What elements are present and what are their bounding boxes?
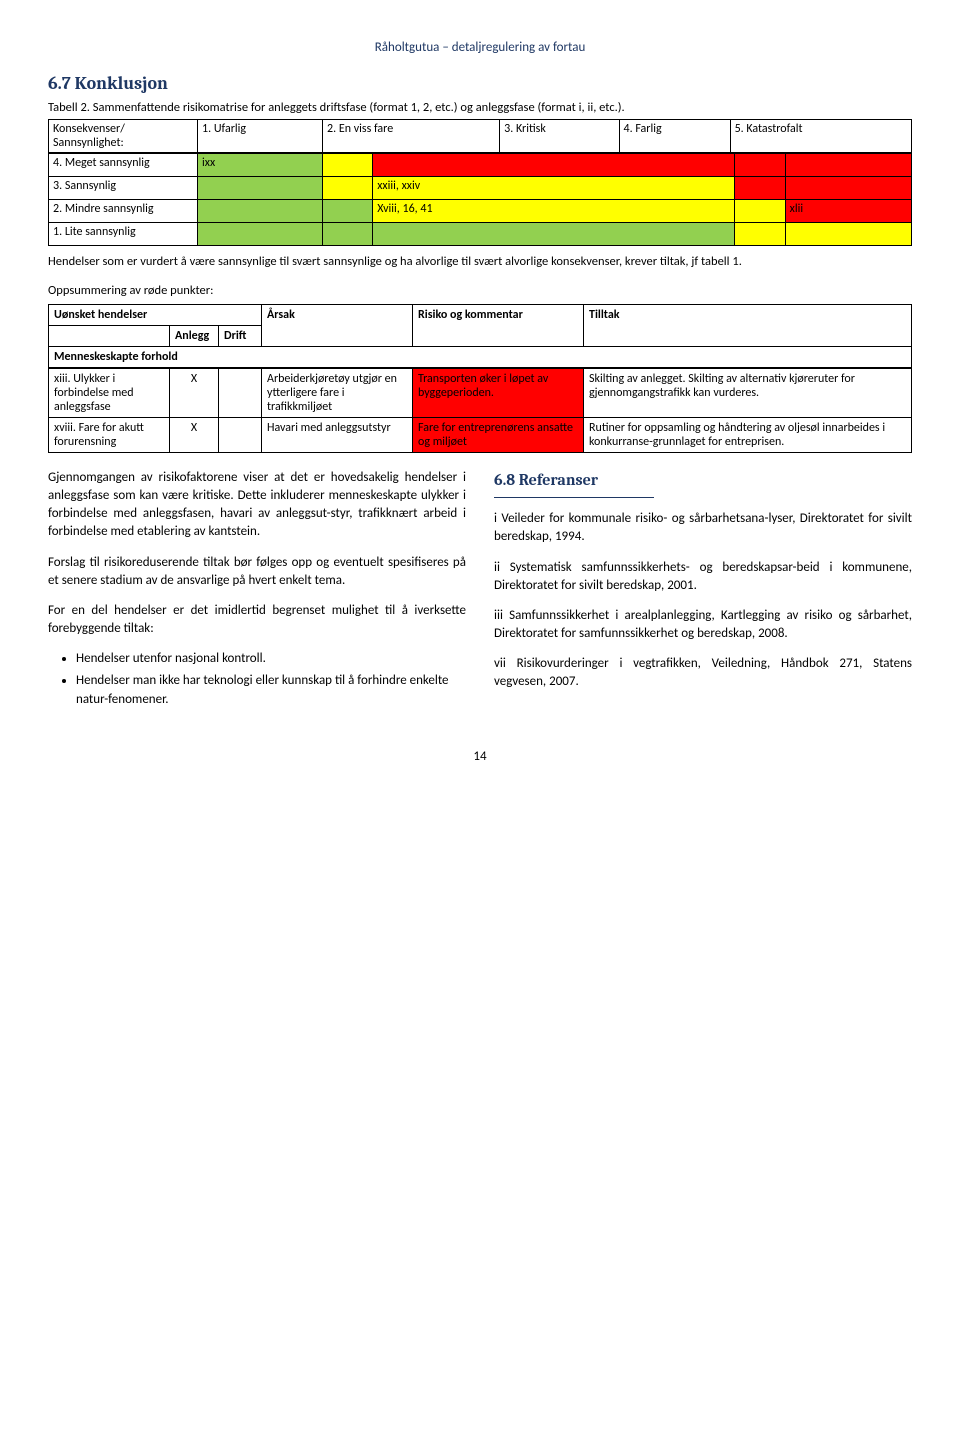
summary-body: xiii. Ulykker i forbindelse med anleggsf… xyxy=(48,368,912,453)
ref-1: i Veileder for kommunale risiko- og sårb… xyxy=(494,510,912,546)
matrix-row-label: 3. Sannsynlig xyxy=(49,177,198,200)
summary-h-drift: Drift xyxy=(219,325,262,346)
right-column: 6.8 Referanser i Veileder for kommunale … xyxy=(494,469,912,719)
matrix-cell xyxy=(735,177,786,200)
oppsummering-label: Oppsummering av røde punkter: xyxy=(48,283,912,300)
summary-cell: Transporten øker i løpet av byggeperiode… xyxy=(413,368,584,417)
left-p1: Gjennomgangen av risikofaktorene viser a… xyxy=(48,469,466,542)
summary-cell: Fare for entreprenørens ansatte og miljø… xyxy=(413,417,584,452)
summary-cell: X xyxy=(170,368,219,417)
summary-cell xyxy=(219,368,262,417)
summary-cell xyxy=(219,417,262,452)
summary-cell: xviii. Fare for akutt forurensning xyxy=(49,417,170,452)
matrix-cell: xxiii, xxiv xyxy=(373,177,735,200)
summary-h-anlegg: Anlegg xyxy=(170,325,219,346)
matrix-cell xyxy=(735,200,786,223)
matrix-cell xyxy=(785,154,911,177)
matrix-cell xyxy=(198,223,323,246)
matrix-col-2: 2. En viss fare xyxy=(323,120,500,153)
risk-matrix-body: 4. Meget sannsynligixx3. Sannsynlig xxiii… xyxy=(48,153,912,246)
matrix-col-4: 4. Farlig xyxy=(619,120,730,153)
matrix-cell xyxy=(735,154,786,177)
summary-cell: Rutiner for oppsamling og håndtering av … xyxy=(584,417,912,452)
summary-h-blank xyxy=(49,325,170,346)
summary-h-uonsket: Uønsket hendelser xyxy=(49,304,262,325)
summary-h-tiltak: Tilltak xyxy=(584,304,912,346)
left-p2: Forslag til risikoreduserende tiltak bør… xyxy=(48,554,466,590)
matrix-col-5: 5. Katastrofalt xyxy=(730,120,911,153)
ref-3: iii Samfunnssikkerhet i arealplanlegging… xyxy=(494,607,912,643)
page-number: 14 xyxy=(48,749,912,764)
matrix-col-1: 1. Ufarlig xyxy=(198,120,323,153)
matrix-cell xyxy=(198,177,323,200)
matrix-row-label: 1. Lite sannsynlig xyxy=(49,223,198,246)
section-6-8-title: 6.8 Referanser xyxy=(494,469,912,491)
ref-4: vii Risikovurderinger i vegtrafikken, Ve… xyxy=(494,655,912,691)
summary-cell: xiii. Ulykker i forbindelse med anleggsf… xyxy=(49,368,170,417)
summary-h-risiko: Risiko og kommentar xyxy=(413,304,584,346)
page-header: Råholtgutua – detaljregulering av fortau xyxy=(48,40,912,55)
matrix-cell xyxy=(785,177,911,200)
matrix-cell xyxy=(198,200,323,223)
section-6-7-title: 6.7 Konklusjon xyxy=(48,73,912,94)
summary-mennesker: Menneskeskapte forhold xyxy=(49,346,912,367)
matrix-col-3: 3. Kritisk xyxy=(500,120,619,153)
summary-h-aarsak: Årsak xyxy=(262,304,413,346)
matrix-cell xyxy=(785,223,911,246)
risk-matrix-table: Konsekvenser/ Sannsynlighet: 1. Ufarlig … xyxy=(48,119,912,153)
matrix-row-label: 2. Mindre sannsynlig xyxy=(49,200,198,223)
summary-cell: Skilting av anlegget. Skilting av altern… xyxy=(584,368,912,417)
matrix-cell: ixx xyxy=(198,154,323,177)
matrix-colheader-label: Konsekvenser/ Sannsynlighet: xyxy=(49,120,198,153)
matrix-cell xyxy=(373,223,735,246)
ref-underline xyxy=(494,497,654,498)
left-p3: For en del hendelser er det imidlertid b… xyxy=(48,602,466,638)
matrix-cell xyxy=(322,200,373,223)
matrix-row-label: 4. Meget sannsynlig xyxy=(49,154,198,177)
paragraph-after-matrix: Hendelser som er vurdert å være sannsynl… xyxy=(48,254,912,271)
summary-table: Uønsket hendelser Årsak Risiko og kommen… xyxy=(48,304,912,368)
ref-2: ii Systematisk samfunnssikkerhets- og be… xyxy=(494,559,912,595)
left-column: Gjennomgangen av risikofaktorene viser a… xyxy=(48,469,466,719)
bullet-2: Hendelser man ikke har teknologi eller k… xyxy=(76,672,466,708)
matrix-cell xyxy=(322,177,373,200)
summary-cell: X xyxy=(170,417,219,452)
matrix-cell xyxy=(322,154,373,177)
tabell2-caption: Tabell 2. Sammenfattende risikomatrise f… xyxy=(48,100,912,115)
matrix-cell xyxy=(373,154,735,177)
matrix-cell xyxy=(735,223,786,246)
matrix-cell xyxy=(322,223,373,246)
matrix-cell: xlii xyxy=(785,200,911,223)
summary-cell: Havari med anleggsutstyr xyxy=(262,417,413,452)
summary-cell: Arbeiderkjøretøy utgjør en ytterligere f… xyxy=(262,368,413,417)
bullet-1: Hendelser utenfor nasjonal kontroll. xyxy=(76,650,466,668)
matrix-cell: Xviii, 16, 41 xyxy=(373,200,735,223)
left-bullets: Hendelser utenfor nasjonal kontroll. Hen… xyxy=(76,650,466,709)
